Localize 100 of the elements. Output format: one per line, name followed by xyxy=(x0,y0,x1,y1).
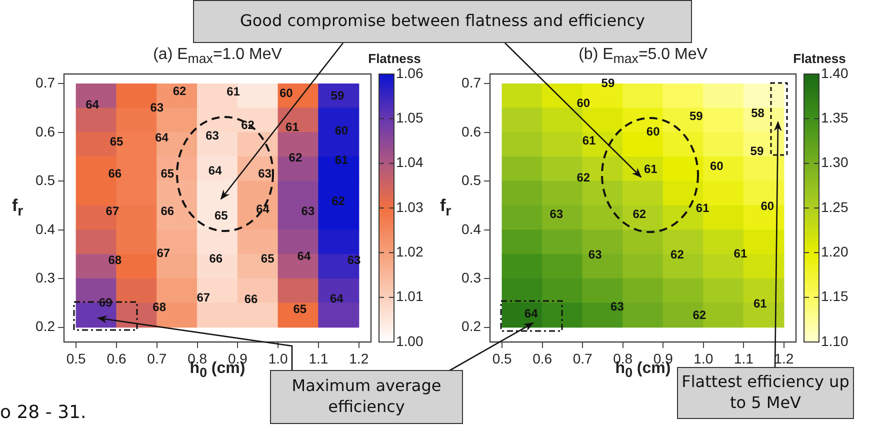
color-bar-label: 1.10 xyxy=(821,332,848,349)
annotation: 61 xyxy=(644,162,658,176)
color-bar-label: 1.03 xyxy=(396,198,424,215)
x-tick-label: 1.2 xyxy=(349,350,369,366)
annotation: 65 xyxy=(160,166,174,181)
y-tick-label: 0.3 xyxy=(462,270,482,286)
color-bar-label: 1.35 xyxy=(821,110,848,126)
annotation: 66 xyxy=(160,204,174,218)
chart-title: (b) E$_{max}$=5.0 MeV xyxy=(578,46,708,66)
color-bar-title: Flatness xyxy=(368,51,421,66)
annotation: 64 xyxy=(297,249,311,264)
y-axis-title: f$_{r}$ xyxy=(440,196,452,220)
annotation: 63 xyxy=(301,204,315,218)
color-bar-label: 1.00 xyxy=(396,332,424,349)
color-bar-label: 1.04 xyxy=(396,154,424,170)
y-tick-label: 0.4 xyxy=(462,220,482,237)
annotation: 64 xyxy=(155,130,169,145)
x-tick-label: 1.0 xyxy=(694,350,714,366)
annotation: 64 xyxy=(330,291,344,306)
annotation: 61 xyxy=(582,134,596,148)
annotation: 63 xyxy=(588,248,602,262)
x-tick-label: 1.1 xyxy=(734,350,754,366)
annotation: 62 xyxy=(288,150,302,165)
annotation: 66 xyxy=(108,166,122,181)
y-tick-label: 0.3 xyxy=(36,270,56,286)
annotation: 62 xyxy=(332,194,346,208)
annotation: 59 xyxy=(750,144,764,158)
annotation: 59 xyxy=(689,109,704,124)
x-tick-label: 0.6 xyxy=(532,350,552,366)
x-tick-label: 0.6 xyxy=(106,350,126,366)
annotation: 61 xyxy=(286,120,300,134)
annotation: 59 xyxy=(601,76,615,90)
text: Maximum average efficiency xyxy=(270,370,463,424)
annotation: 61 xyxy=(734,246,748,261)
annotation: 65 xyxy=(214,208,228,223)
y-tick-label: 0.7 xyxy=(462,74,482,91)
x-tick-label: 0.7 xyxy=(572,350,593,366)
color-bar-label: 1.30 xyxy=(821,154,848,170)
annotation: 63 xyxy=(550,207,564,222)
x-tick-label: 0.5 xyxy=(66,350,86,366)
annotation: 61 xyxy=(753,296,768,310)
annotation: 61 xyxy=(696,200,710,215)
y-tick-label: 0.6 xyxy=(462,123,482,140)
x-tick-label: 0.5 xyxy=(492,350,512,366)
annotation: 68 xyxy=(108,252,122,267)
annotation: 63 xyxy=(258,166,272,181)
annotation: 60 xyxy=(334,123,349,138)
y-tick-label: 0.5 xyxy=(462,172,482,188)
annotation: 61 xyxy=(334,153,349,168)
annotation: 60 xyxy=(576,96,590,110)
text: Good compromise between flatness and efficiency xyxy=(193,0,692,43)
y-axis-title: f$_{r}$ xyxy=(12,196,24,220)
text: Flattest efficiency up to 5 MeV xyxy=(677,367,854,419)
annotation: 65 xyxy=(293,302,307,316)
annotation: 61 xyxy=(226,84,240,98)
x-tick-label: 1.1 xyxy=(308,350,328,366)
color-bar-label: 1.15 xyxy=(821,288,848,304)
color-bar-label: 1.25 xyxy=(821,198,848,215)
annotation: 62 xyxy=(172,84,187,98)
annotation: 58 xyxy=(751,106,765,120)
annotation: 63 xyxy=(610,300,624,314)
annotation: 63 xyxy=(150,100,164,114)
annotation: 65 xyxy=(260,251,275,266)
y-tick-label: 0.7 xyxy=(36,74,56,91)
color-bar-label: 1.05 xyxy=(396,110,424,126)
x-tick-label: 1.0 xyxy=(268,350,288,366)
color-bar-label: 1.01 xyxy=(396,288,424,304)
y-tick-label: 0.5 xyxy=(36,172,56,188)
y-tick-label: 0.2 xyxy=(462,318,482,334)
annotation: 62 xyxy=(632,207,646,222)
annotation: 60 xyxy=(710,158,724,173)
annotation: 62 xyxy=(576,170,590,185)
color-bar-title: Flatness xyxy=(793,51,846,66)
annotation: 60 xyxy=(279,86,294,100)
y-tick-label: 0.4 xyxy=(36,220,56,237)
annotation: 67 xyxy=(156,246,170,260)
annotation: 66 xyxy=(244,292,258,306)
annotation: 67 xyxy=(196,290,210,304)
y-tick-label: 0.6 xyxy=(36,123,56,140)
color-bar-label: 1.20 xyxy=(821,244,848,260)
annotation: 64 xyxy=(524,306,538,321)
x-tick-label: 1.2 xyxy=(774,350,794,366)
annotation: 59 xyxy=(330,88,344,103)
annotation: 64 xyxy=(86,98,100,112)
annotation: 62 xyxy=(670,248,684,262)
annotation: 68 xyxy=(152,300,166,314)
annotation: 66 xyxy=(209,251,223,266)
color-bar-label: 1.40 xyxy=(821,64,848,81)
text: o 28 - 31. xyxy=(0,402,86,423)
annotation: 60 xyxy=(646,124,660,138)
annotation: 64 xyxy=(208,163,222,178)
annotation: 65 xyxy=(110,134,124,149)
y-tick-label: 0.2 xyxy=(36,318,56,334)
annotation: 67 xyxy=(106,204,120,218)
annotation: 60 xyxy=(760,198,774,213)
chart-title: (a) E$_{max}$=1.0 MeV xyxy=(153,46,282,66)
color-bar-label: 1.06 xyxy=(396,64,424,81)
color-bar-label: 1.02 xyxy=(396,244,424,260)
x-tick-label: 0.7 xyxy=(147,350,167,366)
annotation: 63 xyxy=(206,128,220,143)
